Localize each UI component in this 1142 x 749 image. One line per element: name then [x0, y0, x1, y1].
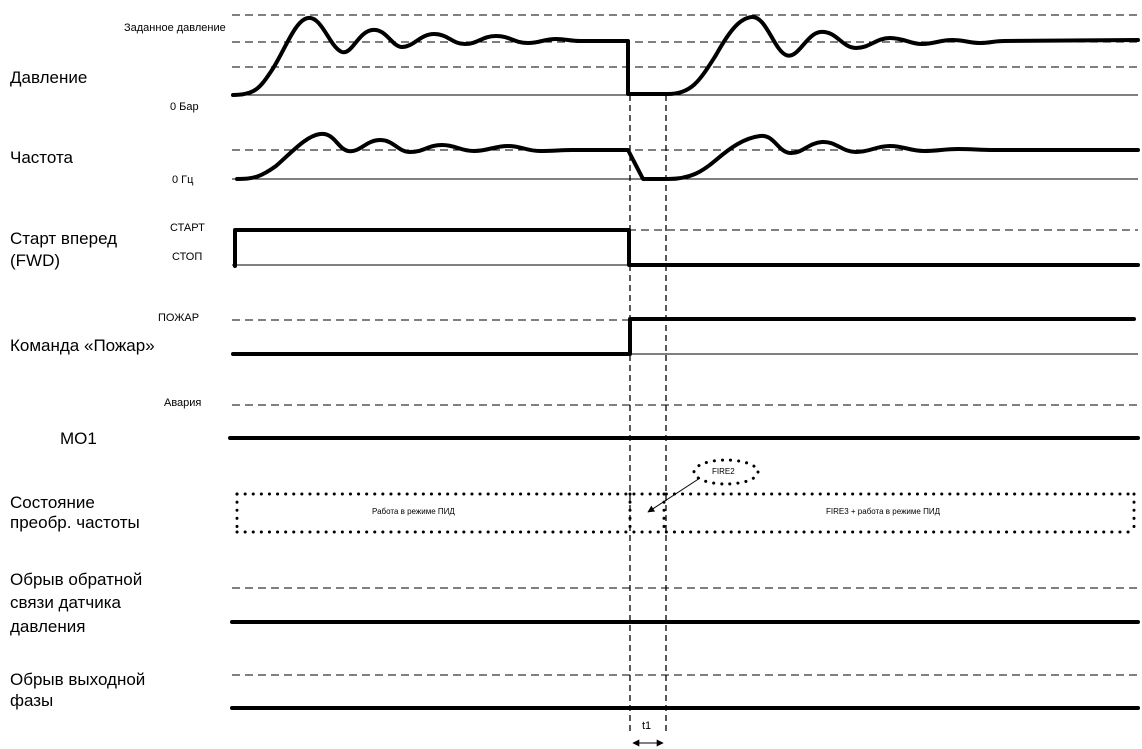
fwd-label-line2: (FWD) [10, 251, 61, 270]
fwd-label-line1: Старт вперед [10, 229, 118, 248]
phase-loss-label-line2: фазы [10, 691, 54, 710]
mo1-alarm-label: Авария [164, 397, 202, 409]
frequency-row-lines [232, 149, 1138, 180]
fwd-start-label: СТАРТ [170, 222, 205, 234]
fwd-row-lines [232, 229, 1138, 266]
state-before-text: Работа в режиме ПИД [372, 507, 455, 516]
frequency-curve [235, 131, 1140, 181]
fire2-callout-text: FIRE2 [712, 467, 735, 476]
state-label-line1: Состояние [10, 493, 95, 512]
state-after-text: FIRE3 + работа в режиме ПИД [826, 507, 940, 516]
pressure-label: Давление [10, 68, 88, 87]
state-label-line2: преобр. частоты [10, 513, 140, 532]
pressure-curve [231, 15, 1140, 97]
t1-label: t1 [642, 720, 652, 732]
frequency-zero-label: 0 Гц [172, 174, 194, 186]
fire-command-label: Команда «Пожар» [10, 336, 155, 355]
fwd-stop-label: СТОП [172, 251, 203, 263]
fire-level-label: ПОЖАР [158, 312, 200, 324]
pressure-setpoint-label: Заданное давление [124, 22, 226, 34]
frequency-label: Частота [10, 148, 74, 167]
fire-row-lines [232, 319, 1138, 355]
feedback-loss-label-line1: Обрыв обратной [10, 570, 143, 589]
phase-loss-label-line1: Обрыв выходной [10, 670, 146, 689]
feedback-loss-label-line3: давления [10, 617, 86, 636]
pressure-zero-label: 0 Бар [170, 101, 199, 113]
feedback-loss-label-line2: связи датчика [10, 593, 121, 612]
mo1-label: MO1 [60, 429, 97, 448]
fire2-callout-bubble [692, 458, 760, 486]
fwd-signal [233, 228, 1140, 268]
fire-signal [231, 317, 1136, 356]
fire2-callout-arrow [647, 477, 701, 513]
pressure-row-lines [232, 14, 1138, 96]
